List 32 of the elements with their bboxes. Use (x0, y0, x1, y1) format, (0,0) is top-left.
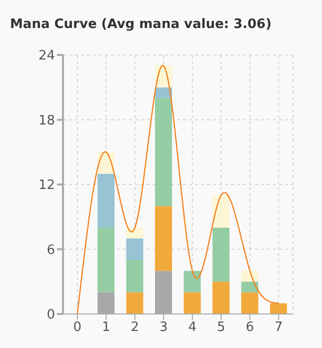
x-tick-label: 6 (246, 320, 254, 336)
x-tick-label: 5 (216, 320, 226, 336)
bar (270, 303, 287, 314)
bar (212, 228, 230, 282)
bar (241, 292, 258, 314)
bar (126, 238, 144, 260)
x-tick-label: 1 (102, 320, 110, 336)
bar (126, 228, 144, 238)
bar (241, 270, 258, 282)
x-tick-label: 2 (130, 320, 140, 336)
bar (155, 206, 172, 271)
bar (155, 98, 172, 206)
bar (98, 228, 114, 292)
y-tick-label: 12 (38, 178, 55, 194)
bar (98, 174, 114, 228)
y-tick-label: 6 (46, 242, 55, 258)
line-series (76, 65, 280, 314)
x-tick-label: 7 (274, 320, 283, 336)
bar (241, 282, 258, 292)
bar (212, 282, 230, 314)
bar (212, 195, 230, 228)
bar (184, 270, 201, 292)
x-tick-label: 3 (159, 320, 168, 336)
x-tick-label: 0 (73, 320, 82, 336)
y-tick-label: 24 (38, 48, 55, 64)
bar (126, 260, 144, 292)
bar (126, 292, 144, 314)
y-tick-label: 18 (38, 113, 55, 128)
chart-title: Mana Curve (Avg mana value: 3.06) (10, 17, 272, 32)
x-tick-label: 4 (188, 320, 197, 336)
bar (184, 292, 201, 314)
y-tick-label: 0 (46, 308, 55, 323)
